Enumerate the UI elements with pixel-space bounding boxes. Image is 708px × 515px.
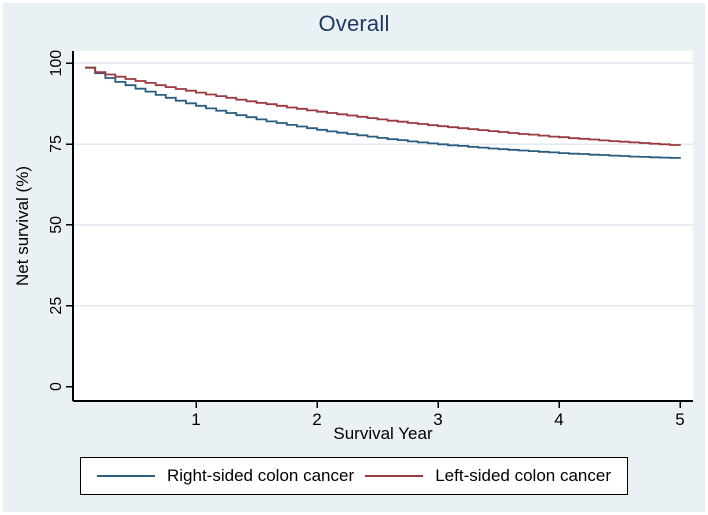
y-tick-label-100: 100 [48,50,65,77]
right-sided-line-swatch [97,475,155,477]
y-tick-label-25: 25 [48,297,65,315]
x-tick-label-1: 1 [191,410,200,429]
y-tick-label-50: 50 [48,216,65,234]
legend-entry-right-sided: Right-sided colon cancer [97,466,354,486]
x-tick-label-3: 3 [433,410,442,429]
left-sided-line-swatch [365,475,424,477]
x-tick-label-4: 4 [554,410,563,429]
legend-label-right-sided: Right-sided colon cancer [167,466,355,485]
x-axis-title: Survival Year [333,424,433,443]
right-sided-curve [85,66,681,159]
left-sided-curve [85,66,681,146]
survival-plot: 0 25 50 75 100 1 2 3 4 5 [48,50,693,429]
x-tick-label-2: 2 [312,410,321,429]
y-axis-title: Net survival (%) [13,166,32,286]
plot-area [73,51,693,401]
y-tick-label-0: 0 [48,382,65,391]
legend-label-left-sided: Left-sided colon cancer [435,466,611,485]
y-tick-label-75: 75 [48,135,65,153]
x-tick-label-5: 5 [675,410,684,429]
legend-entry-left-sided: Left-sided colon cancer [365,466,611,486]
legend: Right-sided colon cancer Left-sided colo… [80,457,628,495]
chart-title: Overall [318,11,390,36]
